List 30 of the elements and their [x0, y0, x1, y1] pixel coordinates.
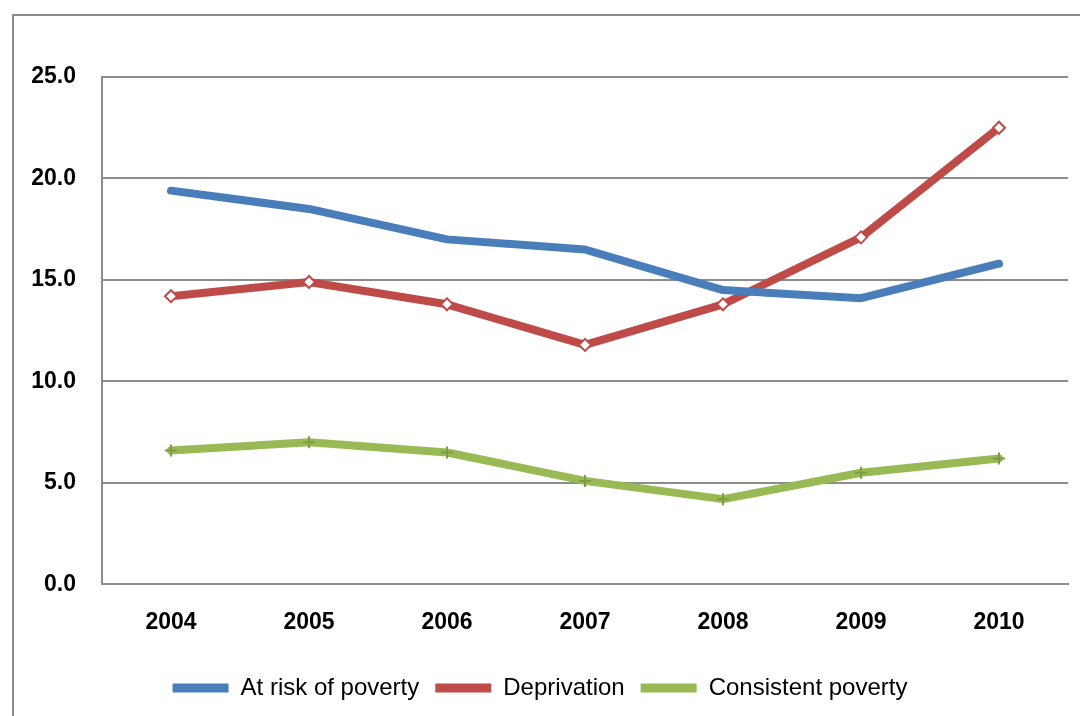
- point: [578, 337, 592, 352]
- legend-label: Deprivation: [503, 672, 625, 700]
- point: [302, 435, 316, 450]
- point: [440, 445, 454, 460]
- point: [302, 274, 316, 289]
- point: [716, 492, 730, 507]
- x-tick-label: 2009: [835, 607, 887, 634]
- x-tick-label: 2010: [973, 607, 1025, 634]
- point: [164, 289, 178, 304]
- point: [854, 230, 868, 245]
- point: [578, 473, 592, 488]
- y-tick-label: 0.0: [44, 569, 76, 596]
- y-tick-label: 10.0: [31, 366, 76, 393]
- point: [992, 120, 1006, 135]
- x-tick-label: 2005: [283, 607, 335, 634]
- point: [716, 297, 730, 312]
- legend-label: At risk of poverty: [240, 672, 420, 700]
- x-tick-label: 2004: [145, 607, 197, 634]
- y-tick-label: 25.0: [31, 62, 76, 89]
- point: [854, 465, 868, 480]
- point: [992, 451, 1006, 466]
- legend-label: Consistent poverty: [708, 672, 908, 700]
- y-tick-label: 5.0: [44, 468, 76, 495]
- x-tick-label: 2007: [559, 607, 611, 634]
- point: [440, 297, 454, 312]
- y-tick-label: 20.0: [31, 163, 76, 190]
- y-tick-label: 15.0: [31, 265, 76, 292]
- point: [164, 443, 178, 458]
- x-tick-label: 2006: [421, 607, 473, 634]
- x-tick-label: 2008: [697, 607, 749, 634]
